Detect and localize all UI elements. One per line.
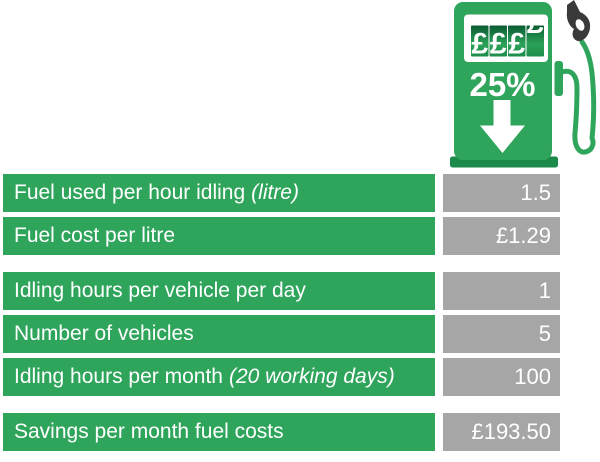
row-value: 100	[443, 358, 560, 396]
row-label-bar: Idling hours per month (20 working days)	[3, 358, 435, 396]
table-row: Fuel cost per litre £1.29	[3, 217, 560, 255]
row-label-bar: Number of vehicles	[3, 315, 435, 353]
table-row: Fuel used per hour idling (litre) 1.5	[3, 174, 560, 212]
row-note: (20 working days)	[228, 365, 395, 388]
table-row: Savings per month fuel costs £193.50	[3, 413, 560, 451]
row-value: £1.29	[443, 217, 560, 255]
pump-hose	[559, 39, 597, 155]
row-value: £193.50	[443, 413, 560, 451]
savings-table: Fuel used per hour idling (litre) 1.5 Fu…	[3, 174, 560, 451]
row-value: 1	[443, 272, 560, 310]
row-label-bar: Fuel cost per litre	[3, 217, 435, 255]
fuel-pump-icon: £ £ £ £ 25%	[450, 0, 597, 168]
counter-pound-symbol-partial: £	[527, 7, 544, 40]
row-label-bar: Savings per month fuel costs	[3, 413, 435, 451]
counter-cell	[526, 25, 544, 57]
row-label: Idling hours per month	[14, 365, 223, 388]
table-row: Idling hours per month (20 working days)…	[3, 358, 560, 396]
counter-cell	[489, 25, 507, 57]
counter-cell	[508, 25, 526, 57]
counter-pound-symbol: £	[508, 28, 525, 61]
row-label: Number of vehicles	[14, 322, 194, 345]
row-note: (litre)	[251, 181, 299, 204]
row-label-bar: Idling hours per vehicle per day	[3, 272, 435, 310]
counter-cell	[471, 25, 489, 57]
pump-hose-bracket	[554, 61, 563, 96]
row-label: Idling hours per vehicle per day	[14, 279, 306, 302]
row-label: Fuel used per hour idling	[14, 181, 246, 204]
savings-percent-label: 25%	[469, 66, 535, 103]
row-label: Fuel cost per litre	[14, 224, 176, 247]
counter-pound-symbol: £	[490, 28, 507, 61]
table-row: Idling hours per vehicle per day 1	[3, 272, 560, 310]
counter-pound-symbol: £	[471, 28, 488, 61]
pump-nozzle-hole	[575, 19, 585, 31]
down-arrow-shaft	[493, 100, 511, 126]
table-row: Number of vehicles 5	[3, 315, 560, 353]
row-value: 5	[443, 315, 560, 353]
down-arrow-icon	[480, 125, 525, 153]
row-value: 1.5	[443, 174, 560, 212]
row-label-bar: Fuel used per hour idling (litre)	[3, 174, 435, 212]
row-label: Savings per month fuel costs	[14, 420, 284, 443]
